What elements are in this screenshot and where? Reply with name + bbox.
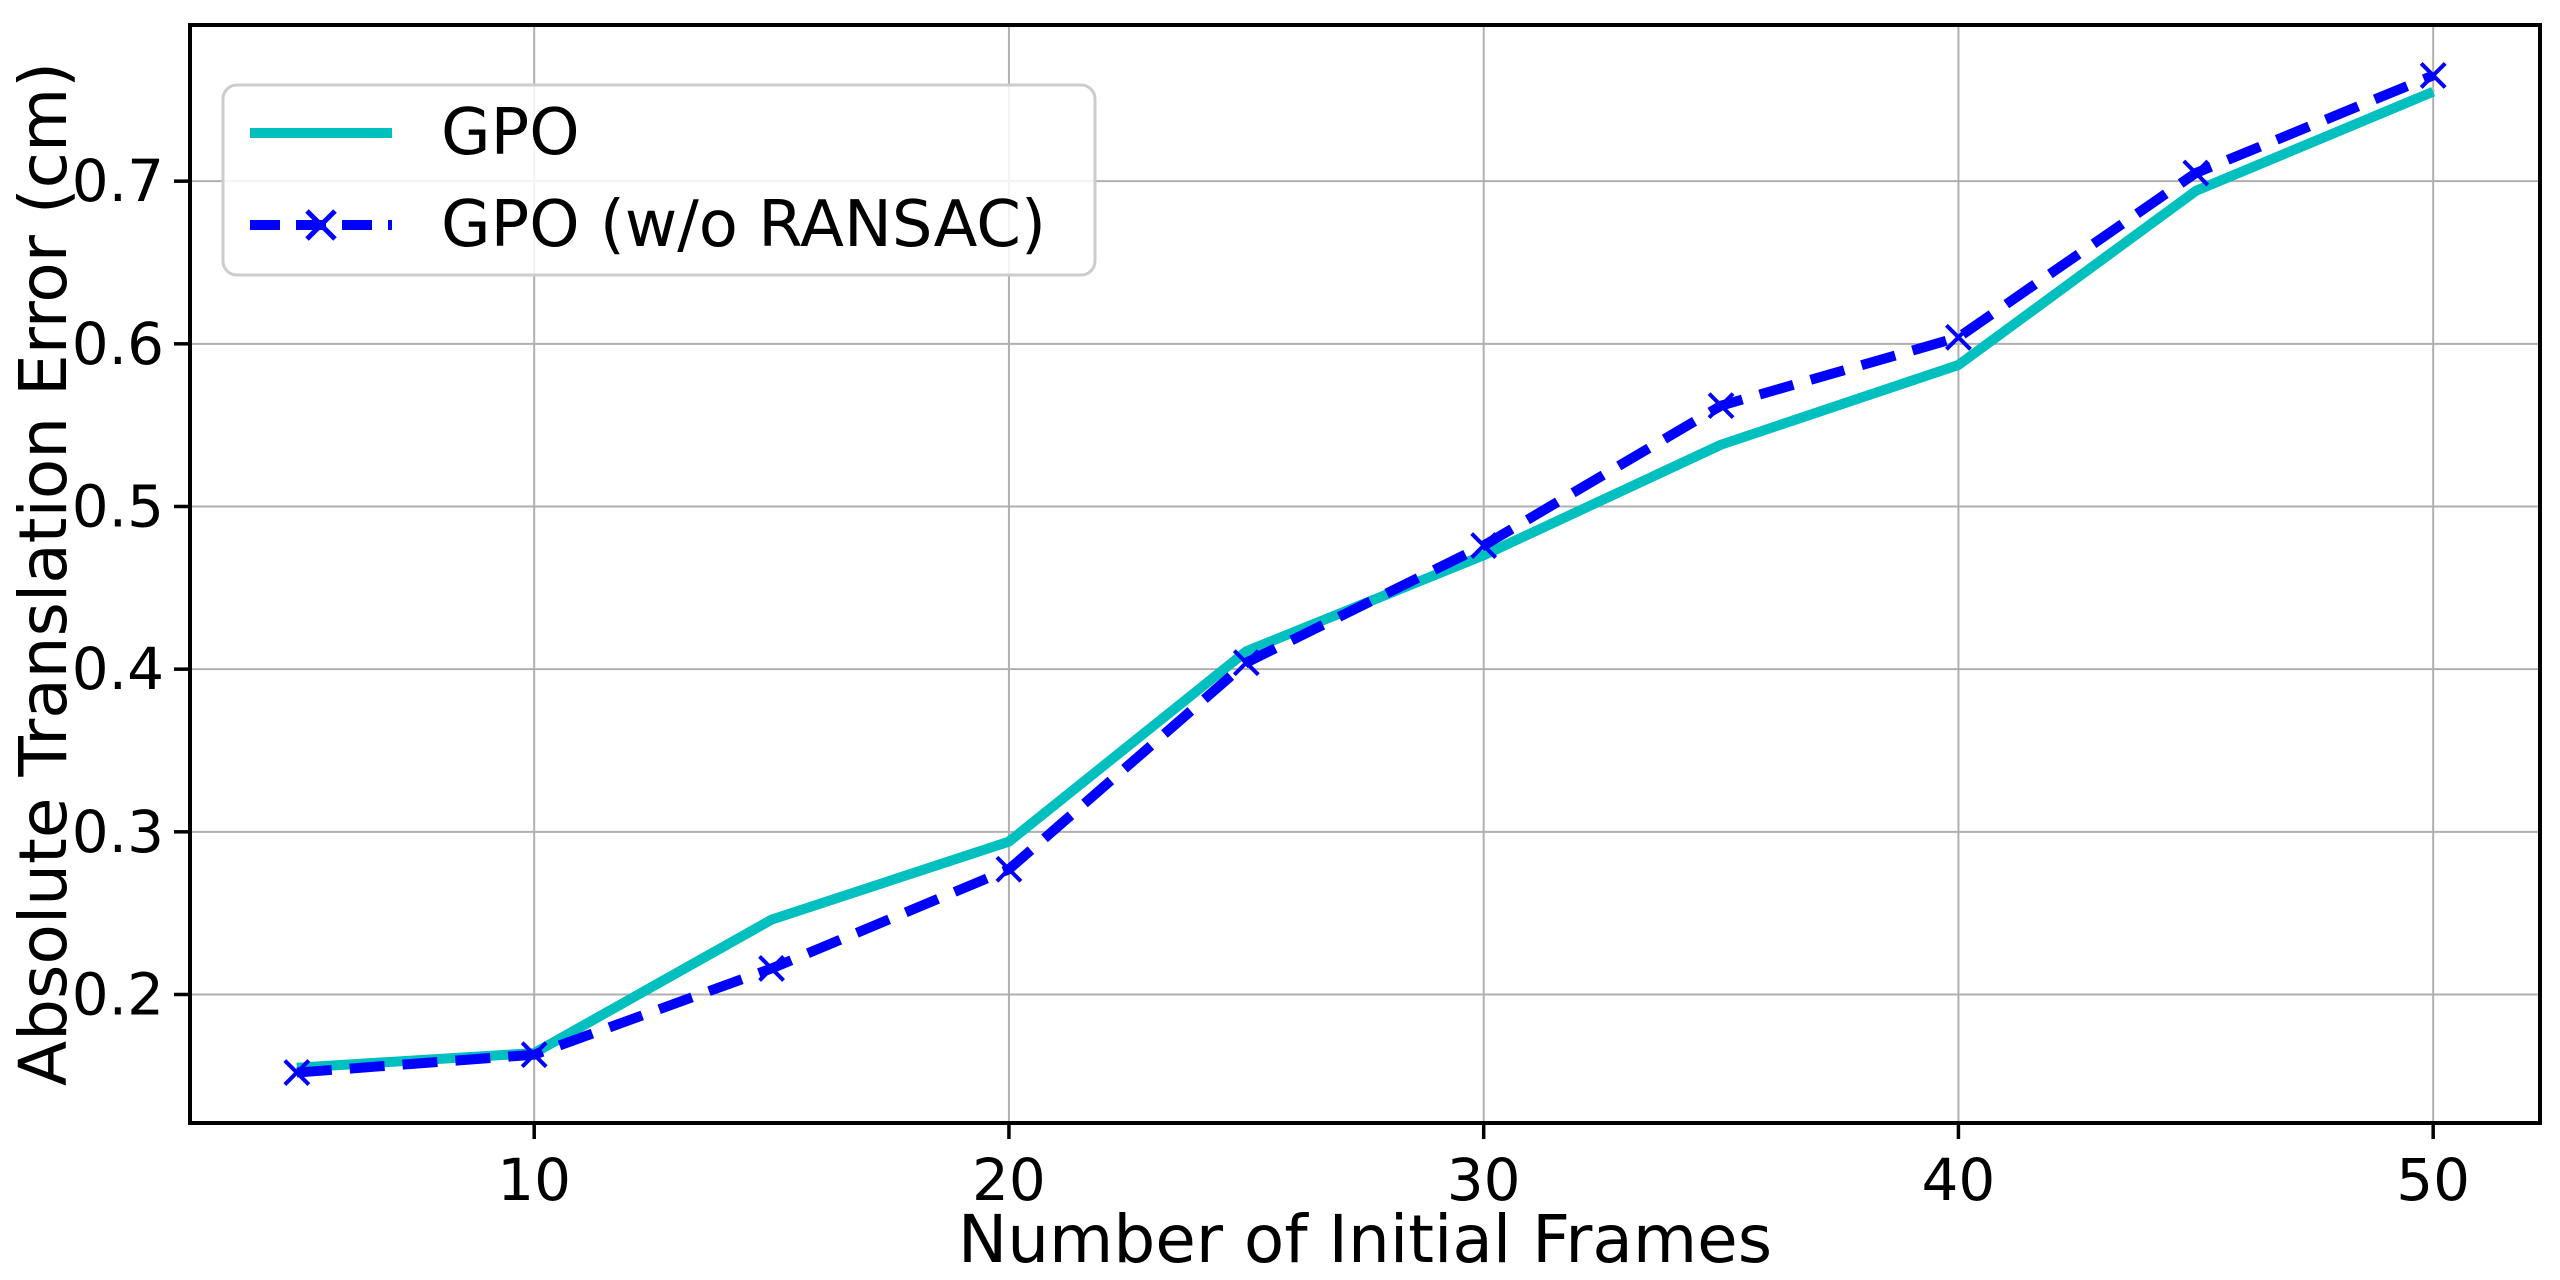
legend: GPO GPO (w/o RANSAC)	[221, 83, 1097, 277]
x-tick-label: 30	[1447, 1146, 1521, 1214]
legend-box	[221, 83, 1097, 277]
series-lines	[283, 62, 2447, 1086]
legend-label-gpo: GPO	[441, 96, 580, 170]
x-marker	[1945, 323, 1972, 351]
x-marker	[758, 955, 785, 982]
y-tick-label: 0.2	[72, 960, 164, 1028]
x-marker	[1707, 392, 1735, 420]
y-tick-label: 0.4	[72, 635, 164, 703]
y-tick-label: 0.6	[72, 310, 164, 378]
axis-ticks	[174, 179, 2435, 1139]
x-marker	[520, 1041, 548, 1069]
x-marker	[283, 1059, 311, 1086]
legend-sample-ransac-line	[250, 209, 392, 241]
y-axis-label: Absolute Translation Error (cm)	[5, 62, 82, 1086]
y-tick-label: 0.5	[72, 472, 164, 540]
x-marker	[1232, 649, 1260, 677]
x-marker	[2419, 62, 2447, 89]
x-tick-label: 50	[2396, 1146, 2470, 1214]
legend-label-ransac: GPO (w/o RANSAC)	[441, 188, 1046, 262]
y-tick-label: 0.7	[72, 147, 164, 215]
x-marker	[1470, 532, 1498, 559]
x-tick-label: 20	[972, 1146, 1046, 1214]
plot-border	[188, 23, 2542, 1125]
series-line-dashed	[296, 70, 2436, 1078]
x-axis-label: Number of Initial Frames	[958, 1201, 1772, 1278]
x-marker	[2182, 159, 2210, 187]
x-tick-label: 40	[1922, 1146, 1996, 1214]
tick-labels: 10 20 30 40 50 0.2 0.3 0.4 0.5 0.6 0.7	[72, 147, 2470, 1214]
y-tick-label: 0.3	[72, 798, 164, 866]
x-tick-label: 10	[497, 1146, 571, 1214]
x-marker	[995, 855, 1023, 883]
